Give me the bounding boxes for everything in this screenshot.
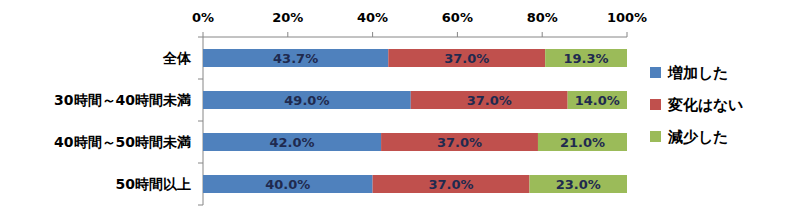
bar [203,91,411,109]
category-label: 40時間～50時間未満 [54,134,191,150]
bar [411,91,568,109]
bar [529,175,627,193]
legend-swatch [650,99,661,110]
category-label: 30時間～40時間未満 [54,92,191,108]
x-tick-label: 0% [192,10,214,25]
data-label: 37.0% [444,51,489,66]
chart-root: 0% 20% 40% 60% 80% 100% 全体 30時間～40時間未満 40時間～50時間… [0,0,800,213]
data-label: 43.7% [273,51,318,66]
x-tick [542,32,543,37]
x-axis-line [203,37,627,38]
legend: 増加した変化はない減少した [650,64,743,146]
bar [373,175,530,193]
x-tick [457,32,458,37]
x-tick [627,32,628,37]
data-label: 49.0% [284,93,329,108]
data-label: 37.0% [428,177,473,192]
legend-label: 減少した [667,128,728,146]
y-tick [198,163,203,164]
x-tick [203,32,204,37]
x-tick-label: 40% [357,10,388,25]
y-tick [198,121,203,122]
x-tick-label: 100% [607,10,647,25]
category-label: 50時間以上 [116,176,191,192]
data-label: 37.0% [467,93,512,108]
legend-label: 変化はない [667,96,743,114]
bars [203,49,627,193]
bar [203,175,373,193]
legend-label: 増加した [667,64,728,82]
data-label: 19.3% [564,51,609,66]
bar [203,49,388,67]
data-labels: 43.7% 37.0% 19.3% 49.0% 37.0% 14.0% 42.0% 37.0%… [265,51,620,192]
data-label: 42.0% [269,135,314,150]
y-tick [198,79,203,80]
data-label: 40.0% [265,177,310,192]
x-tick-label: 60% [442,10,473,25]
bar [568,91,627,109]
data-label: 23.0% [556,177,601,192]
data-label: 21.0% [560,135,605,150]
bar [203,133,381,151]
x-tick [372,32,373,37]
data-label: 37.0% [437,135,482,150]
data-label: 14.0% [575,93,620,108]
bar [381,133,538,151]
category-label: 全体 [162,50,192,66]
x-tick-label: 20% [272,10,303,25]
x-tick [287,32,288,37]
y-tick [198,205,203,206]
bar [538,133,627,151]
bar [388,49,545,67]
bar [545,49,627,67]
legend-swatch [650,131,661,142]
x-tick-label: 80% [527,10,558,25]
legend-swatch [650,67,661,78]
chart-svg: 0% 20% 40% 60% 80% 100% 全体 30時間～40時間未満 40時間～50時間… [0,0,800,213]
y-tick [198,37,203,38]
